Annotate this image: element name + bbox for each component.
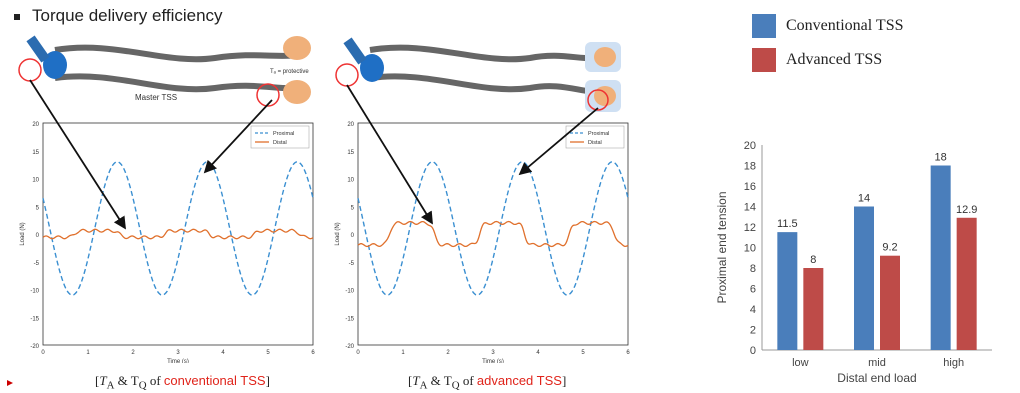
y-tick-label: 20 <box>744 140 756 152</box>
x-tick-label: 5 <box>581 350 585 356</box>
arrow-proximal-conv <box>29 79 126 230</box>
legend-proximal-label: Proximal <box>273 131 294 137</box>
x-tick-label: 0 <box>356 350 360 356</box>
plot-frame <box>357 122 629 346</box>
x-axis-label: Time (s) <box>482 359 504 363</box>
x-tick-label: 1 <box>401 350 405 356</box>
arrow-proximal-adv <box>346 84 433 225</box>
y-tick-label: 10 <box>32 178 39 184</box>
x-tick-label: 1 <box>86 350 90 356</box>
x-axis-label: Time (s) <box>167 359 189 363</box>
slide-title-text: Torque delivery efficiency <box>32 6 223 25</box>
y-tick-label: 12 <box>744 222 756 234</box>
advanced-tss-diagram <box>335 37 621 112</box>
y-tick-label: 5 <box>351 205 355 211</box>
plot-frame <box>42 122 314 346</box>
bar-value-label: 14 <box>858 193 870 205</box>
bar-chart: 0 2 4 6 8 10 12 14 16 18 20 11.5 8 low 14 9.2 mid 18 12.9 h… <box>715 140 992 385</box>
legend-label-advanced: Advanced TSS <box>786 51 883 68</box>
y-tick-label: 18 <box>744 161 756 173</box>
y-tick-label: 5 <box>36 205 40 211</box>
x-tick-label: 3 <box>491 350 495 356</box>
y-tick-label: 2 <box>750 325 756 337</box>
distal-series-line <box>42 228 314 240</box>
y-tick-label: 0 <box>36 233 40 239</box>
legend-distal-label: Distal <box>588 140 602 146</box>
caption-conventional-label: conventional TSS <box>163 373 266 388</box>
y-tick-label: 0 <box>351 233 355 239</box>
x-axis-label: Distal end load <box>837 371 916 385</box>
bar-advanced <box>803 268 824 350</box>
bar-value-label: 9.2 <box>882 242 897 254</box>
y-axis-label: Load (N) <box>335 222 341 245</box>
x-tick-label: 3 <box>176 350 180 356</box>
y-tick-label: 0 <box>750 345 756 357</box>
distal-series-line <box>357 220 629 248</box>
y-tick-label: 10 <box>347 178 354 184</box>
y-axis-label: Load (N) <box>20 222 26 245</box>
x-tick-label: 4 <box>221 350 225 356</box>
caption-advanced-label: advanced TSS <box>476 373 562 388</box>
caption-conventional: [TA & TQ of conventional TSS] <box>95 373 270 392</box>
legend-item-conventional: Conventional TSS <box>752 14 904 38</box>
x-tick-label: 0 <box>41 350 45 356</box>
x-tick-label: high <box>943 357 964 369</box>
bar-value-label: 8 <box>810 254 816 266</box>
pointer-icon <box>7 380 13 386</box>
diagram-label: Master TSS <box>135 93 177 102</box>
x-tick-label: 2 <box>131 350 135 356</box>
y-tick-label: -15 <box>30 316 39 322</box>
x-tick-label: 5 <box>266 350 270 356</box>
x-tick-label: 2 <box>446 350 450 356</box>
legend-item-advanced: Advanced TSS <box>752 48 904 72</box>
y-tick-label: 20 <box>32 122 39 128</box>
bar-advanced <box>880 255 900 350</box>
y-tick-label: 8 <box>750 263 756 275</box>
bar-conventional <box>930 165 951 350</box>
slide-title: Torque delivery efficiency <box>14 6 223 26</box>
bar-value-label: 11.5 <box>777 218 798 230</box>
bar-advanced <box>956 217 977 350</box>
y-tick-label: -10 <box>30 289 39 295</box>
bar-conventional <box>777 232 798 350</box>
y-tick-label: 6 <box>750 284 756 296</box>
annotation-arrows <box>29 79 599 230</box>
arrow-distal-conv <box>203 99 273 174</box>
bullet-icon <box>14 13 20 20</box>
y-tick-label: 14 <box>744 202 756 214</box>
legend-swatch-advanced <box>752 48 776 72</box>
y-tick-label: -5 <box>349 261 355 267</box>
y-axis-label: Proximal end tension <box>715 191 729 303</box>
y-tick-label: 10 <box>744 243 756 255</box>
y-tick-label: -20 <box>30 344 39 350</box>
x-tick-label: mid <box>868 357 886 369</box>
y-tick-label: 16 <box>744 181 756 193</box>
conventional-tss-diagram: Master TSS Tₐ = protective <box>18 35 311 107</box>
y-tick-label: 15 <box>347 150 354 156</box>
y-tick-label: 4 <box>750 304 756 316</box>
y-tick-label: -15 <box>345 316 354 322</box>
arrow-distal-adv <box>518 107 599 176</box>
x-tick-label: 6 <box>311 350 315 356</box>
y-tick-label: -20 <box>345 344 354 350</box>
legend-proximal-label: Proximal <box>588 131 609 137</box>
bar-legend: Conventional TSS Advanced TSS <box>752 14 904 72</box>
x-tick-label: 4 <box>536 350 540 356</box>
bar-conventional <box>854 206 874 350</box>
x-tick-label: low <box>792 357 809 369</box>
legend-distal-label: Distal <box>273 140 287 146</box>
bar-value-label: 12.9 <box>956 204 977 216</box>
diagram-label-2: Tₐ = protective <box>270 69 309 75</box>
caption-advanced: [TA & TQ of advanced TSS] <box>408 373 567 392</box>
y-tick-label: 20 <box>347 122 354 128</box>
y-tick-label: -5 <box>34 261 40 267</box>
legend-swatch-conventional <box>752 14 776 38</box>
legend-label-conventional: Conventional TSS <box>786 17 904 34</box>
y-tick-label: -10 <box>345 289 354 295</box>
x-tick-label: 6 <box>626 350 630 356</box>
y-tick-label: 15 <box>32 150 39 156</box>
bar-value-label: 18 <box>935 152 947 164</box>
